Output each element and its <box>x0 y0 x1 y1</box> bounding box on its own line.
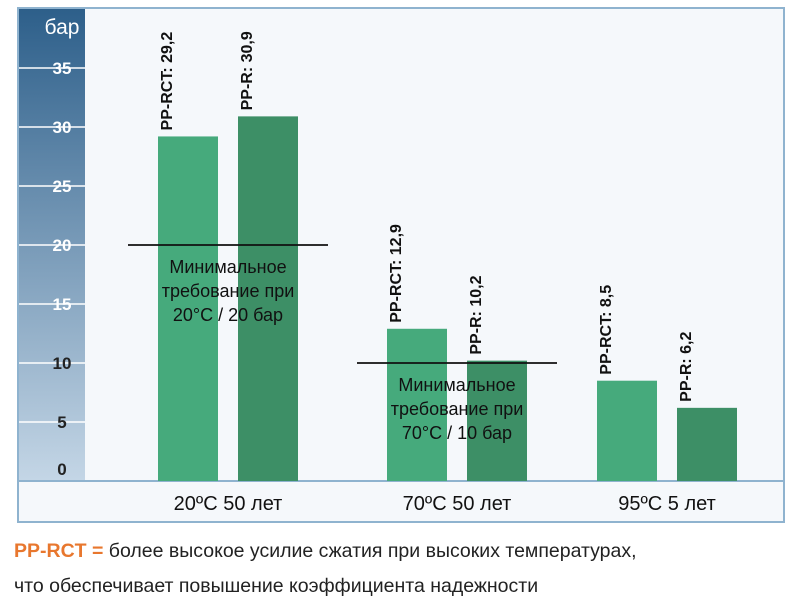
y-tick-label: 30 <box>53 118 72 137</box>
minimum-requirement-text: требование при <box>391 399 524 419</box>
x-category-label: 20ºC 50 лет <box>174 493 283 515</box>
y-tick-label: 35 <box>53 59 72 78</box>
y-axis-label: бар <box>45 16 80 39</box>
footnote-text-2: что обеспечивает повышение коэффициента … <box>14 575 539 597</box>
bar-pp-r-2 <box>677 407 737 481</box>
footnote-line-1: PP-RCT = более высокое усилие сжатия при… <box>14 540 637 563</box>
footnote-highlight: PP-RCT = <box>14 540 104 562</box>
y-tick-label: 25 <box>53 177 72 196</box>
y-tick-label: 10 <box>53 354 72 373</box>
minimum-requirement-text: Минимальное <box>398 375 515 395</box>
bar-chart: 0 5 10 15 20 25 30 35 бар PP-RCT: 29,2 PP-RCT: 1… <box>17 7 785 523</box>
bar-pp-rct-0 <box>158 136 218 481</box>
bar-value-label: PP-R: 30,9 <box>239 31 256 110</box>
y-tick-label: 15 <box>53 295 72 314</box>
y-tick-label: 5 <box>57 413 66 432</box>
bar-pp-rct-2 <box>597 380 657 481</box>
y-tick-label: 0 <box>57 460 66 479</box>
minimum-requirement-text: 20°C / 20 бар <box>173 305 283 325</box>
bar-value-label: PP-R: 6,2 <box>678 331 695 401</box>
y-tick-label: 20 <box>53 236 72 255</box>
bar-value-label: PP-RCT: 8,5 <box>598 285 615 375</box>
bar-pp-r-1 <box>467 360 527 481</box>
bar-pp-rct-1 <box>387 328 447 481</box>
bar-value-label: PP-RCT: 12,9 <box>388 224 405 323</box>
minimum-requirement-text: 70°C / 10 бар <box>402 423 512 443</box>
footnote-line-2: что обеспечивает повышение коэффициента … <box>14 575 538 598</box>
bar-pp-r-0 <box>238 116 298 481</box>
footnote-text-1: более высокое усилие сжатия при высоких … <box>103 540 637 562</box>
x-category-label: 70ºC 50 лет <box>403 493 512 515</box>
minimum-requirement-text: требование при <box>162 281 295 301</box>
bar-value-label: PP-RCT: 29,2 <box>159 32 176 131</box>
minimum-requirement-text: Минимальное <box>169 257 286 277</box>
bar-value-label: PP-R: 10,2 <box>468 275 485 354</box>
x-category-label: 95ºC 5 лет <box>618 493 716 515</box>
